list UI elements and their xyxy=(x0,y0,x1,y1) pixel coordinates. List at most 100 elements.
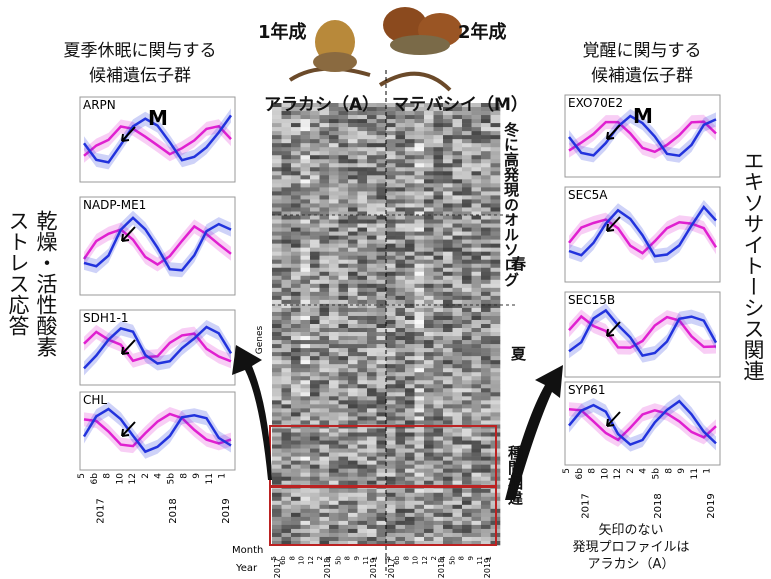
heatmap-cell xyxy=(348,119,358,123)
heatmap-cell xyxy=(367,115,377,119)
heatmap-cell xyxy=(272,336,282,340)
heatmap-cell xyxy=(358,344,368,348)
heatmap-cell xyxy=(462,183,472,187)
heatmap-cell xyxy=(310,135,320,139)
heatmap-cell xyxy=(329,489,339,493)
heatmap-cell xyxy=(358,272,368,276)
heatmap-cell xyxy=(453,384,463,388)
heatmap-cell xyxy=(310,187,320,191)
heatmap-cell xyxy=(367,469,377,473)
heatmap-cell xyxy=(472,453,482,457)
heatmap-cell xyxy=(386,396,396,400)
heatmap-cell xyxy=(415,408,425,412)
heatmap-cell xyxy=(462,328,472,332)
heatmap-cell xyxy=(310,428,320,432)
heatmap-cell xyxy=(301,412,311,416)
heatmap-cell xyxy=(405,461,415,465)
heatmap-cell xyxy=(405,509,415,513)
heatmap-cell xyxy=(405,529,415,533)
heatmap-cell xyxy=(348,139,358,143)
heatmap-cell xyxy=(282,199,292,203)
heatmap-cell xyxy=(377,308,387,312)
heatmap-cell xyxy=(272,135,282,139)
heatmap-cell xyxy=(472,312,482,316)
heatmap-cell xyxy=(329,360,339,364)
heatmap-cell xyxy=(377,400,387,404)
heatmap-cell xyxy=(491,280,501,284)
heatmap-cell xyxy=(434,240,444,244)
heatmap-cell xyxy=(443,220,453,224)
heatmap-cell xyxy=(443,445,453,449)
heatmap-cell xyxy=(386,489,396,493)
heatmap-cell xyxy=(396,356,406,360)
heatmap-cell xyxy=(424,308,434,312)
heatmap-cell xyxy=(481,364,491,368)
heatmap-cell xyxy=(339,199,349,203)
heatmap-cell xyxy=(453,453,463,457)
heatmap-cell xyxy=(415,420,425,424)
heatmap-cell xyxy=(443,340,453,344)
heatmap-cell xyxy=(272,428,282,432)
heatmap-cell xyxy=(462,195,472,199)
heatmap-cell xyxy=(434,191,444,195)
heatmap-cell xyxy=(282,364,292,368)
year-2-label: 2年成 xyxy=(458,18,507,44)
heatmap-cell xyxy=(453,260,463,264)
heatmap-cell xyxy=(320,195,330,199)
heatmap-cell xyxy=(301,264,311,268)
heatmap-cell xyxy=(443,312,453,316)
heatmap-cell xyxy=(282,404,292,408)
heatmap-cell xyxy=(348,521,358,525)
heatmap-cell xyxy=(320,248,330,252)
heatmap-cell xyxy=(310,167,320,171)
heatmap-cell xyxy=(462,388,472,392)
heatmap-cell xyxy=(472,360,482,364)
right-side-label: エキソサイトーシス関連 xyxy=(738,150,768,381)
heatmap-cell xyxy=(301,489,311,493)
heatmap-cell xyxy=(367,316,377,320)
heatmap-cell xyxy=(329,332,339,336)
heatmap-cell xyxy=(320,115,330,119)
heatmap-cell xyxy=(348,457,358,461)
heatmap-cell xyxy=(491,420,501,424)
heatmap-cell xyxy=(396,529,406,533)
heatmap-cell xyxy=(320,372,330,376)
heatmap-cell xyxy=(462,489,472,493)
heatmap-cell xyxy=(462,461,472,465)
heatmap-cell xyxy=(282,376,292,380)
heatmap-cell xyxy=(396,388,406,392)
heatmap-cell xyxy=(367,336,377,340)
heatmap-cell xyxy=(348,151,358,155)
heatmap-cell xyxy=(272,264,282,268)
heatmap-cell xyxy=(386,501,396,505)
heatmap-cell xyxy=(301,384,311,388)
heatmap-month: 5b xyxy=(334,555,342,564)
heatmap-cell xyxy=(481,360,491,364)
heatmap-cell xyxy=(453,143,463,147)
heatmap-cell xyxy=(415,493,425,497)
heatmap-cell xyxy=(339,481,349,485)
heatmap-cell xyxy=(415,328,425,332)
heatmap-cell xyxy=(405,308,415,312)
heatmap-cell xyxy=(386,143,396,147)
heatmap-cell xyxy=(491,344,501,348)
heatmap-cell xyxy=(443,364,453,368)
heatmap-cell xyxy=(310,473,320,477)
heatmap-cell xyxy=(367,123,377,127)
heatmap-cell xyxy=(472,400,482,404)
heatmap-cell xyxy=(291,513,301,517)
heatmap-cell xyxy=(396,368,406,372)
heatmap-cell xyxy=(481,497,491,501)
heatmap-cell xyxy=(405,252,415,256)
heatmap-cell xyxy=(415,264,425,268)
heatmap-cell xyxy=(320,517,330,521)
heatmap-cell xyxy=(358,332,368,336)
heatmap-cell xyxy=(386,284,396,288)
heatmap-cell xyxy=(310,272,320,276)
heatmap-cell xyxy=(481,151,491,155)
heatmap-cell xyxy=(348,525,358,529)
heatmap-cell xyxy=(301,340,311,344)
heatmap-cell xyxy=(453,207,463,211)
heatmap-cell xyxy=(320,432,330,436)
heatmap-cell xyxy=(481,340,491,344)
